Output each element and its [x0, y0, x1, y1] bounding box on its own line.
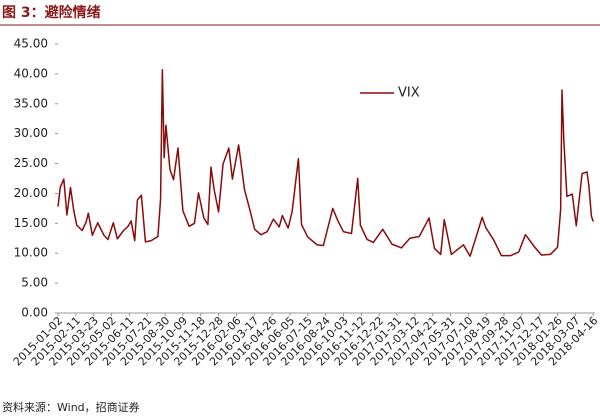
legend-label: VIX: [398, 86, 420, 101]
y-tick-label: 25.00: [14, 156, 48, 170]
y-tick-label: 0.00: [21, 306, 48, 320]
y-tick-label: 5.00: [21, 276, 48, 290]
y-tick-label: 30.00: [14, 126, 48, 140]
source-note: 资料来源：Wind，招商证券: [2, 400, 140, 414]
y-tick-label: 35.00: [14, 96, 48, 110]
series-line: [57, 68, 594, 257]
y-tick-label: 10.00: [14, 246, 48, 260]
y-tick-label: 20.00: [14, 186, 48, 200]
y-tick-label: 15.00: [14, 216, 48, 230]
y-tick-label: 45.00: [14, 37, 48, 51]
y-tick-label: 40.00: [14, 66, 48, 80]
chart-title: 图 3：避险情绪: [2, 4, 101, 21]
